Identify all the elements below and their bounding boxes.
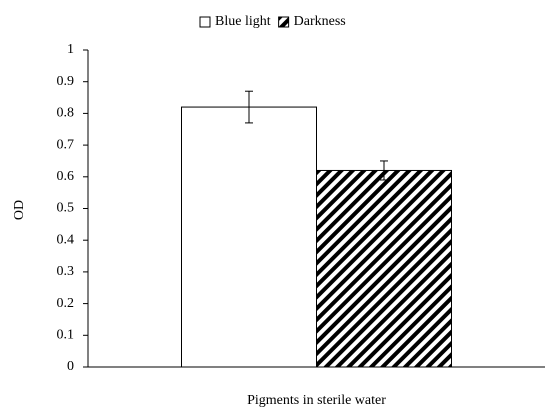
y-tick-label: 0 — [67, 359, 74, 374]
y-tick-label: 0.5 — [57, 201, 75, 216]
y-tick-label: 1 — [67, 42, 74, 57]
bar — [181, 106, 317, 368]
y-tick-label: 0.4 — [57, 232, 75, 247]
y-axis-label: OD — [12, 200, 27, 220]
y-tick-label: 0.1 — [57, 328, 75, 343]
y-tick-label: 0.8 — [57, 106, 75, 121]
y-tick-label: 0.6 — [57, 169, 75, 184]
error-bar — [380, 160, 388, 181]
legend-label: Darkness — [294, 14, 346, 29]
y-tick-label: 0.7 — [57, 137, 75, 152]
error-bar — [245, 90, 253, 124]
legend-label: Blue light — [215, 14, 271, 29]
bar — [316, 169, 452, 368]
legend-swatch — [199, 16, 211, 28]
x-tick-label: Pigments in sterile water — [247, 393, 386, 408]
legend-swatch — [278, 16, 290, 28]
y-tick-label: 0.9 — [57, 74, 75, 89]
y-tick-label: 0.3 — [57, 264, 75, 279]
y-tick-label: 0.2 — [57, 296, 75, 311]
